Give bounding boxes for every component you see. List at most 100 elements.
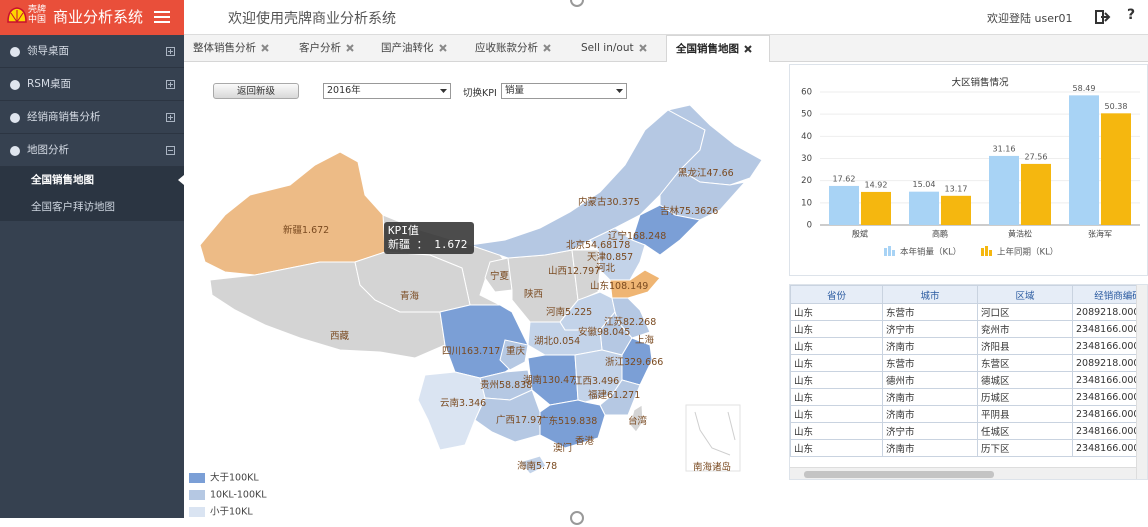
- table-cell: 山东: [791, 321, 883, 338]
- submenu-item[interactable]: 全国销售地图: [0, 167, 184, 194]
- table-cell: 济宁市: [883, 321, 978, 338]
- tab-close[interactable]: [261, 44, 269, 52]
- tab-close[interactable]: [346, 44, 354, 52]
- province-value: 47.66: [707, 168, 734, 179]
- province-value: 61.271: [607, 390, 640, 401]
- logout-icon[interactable]: [1095, 10, 1111, 24]
- province-name: 北京: [566, 239, 585, 251]
- province-value: 98.045: [597, 327, 630, 338]
- province-shape[interactable]: [418, 372, 485, 450]
- province-name: 山东: [590, 280, 609, 292]
- province-name: 江西: [573, 376, 592, 387]
- province-label: 台湾: [628, 415, 648, 427]
- menu-item[interactable]: RSM桌面: [0, 68, 184, 101]
- data-label: 27.56: [1025, 152, 1048, 161]
- province-name: 河南: [546, 306, 565, 318]
- table-cell: 山东: [791, 389, 883, 406]
- help-icon[interactable]: ?: [1127, 7, 1135, 23]
- expand-icon[interactable]: [166, 146, 175, 155]
- y-tick-label: 30: [801, 154, 812, 164]
- column-header: 省份: [791, 286, 883, 304]
- tab-close[interactable]: [543, 44, 551, 52]
- province-label: 吉林75.3626: [660, 205, 718, 217]
- table-cell: 山东: [791, 440, 883, 457]
- map-tooltip: KPI值 新疆 ： 1.672: [384, 222, 474, 254]
- tab[interactable]: 国产油转化: [372, 35, 466, 62]
- scroll-thumb[interactable]: [804, 471, 994, 478]
- kpi-select[interactable]: 销量: [501, 83, 627, 99]
- province-value: 130.47: [542, 375, 575, 386]
- close-cross: [745, 46, 751, 52]
- menu-label: 经销商销售分析: [27, 101, 101, 134]
- close-cross: [262, 45, 268, 51]
- menu-item[interactable]: 领导桌面: [0, 35, 184, 68]
- year-select-value: 2016年: [327, 85, 361, 96]
- tooltip-text: 新疆 ： 1.672: [388, 238, 470, 252]
- bar: [1101, 113, 1131, 225]
- table-cell: 平阴县: [978, 406, 1073, 423]
- menu-icon: [9, 112, 21, 124]
- province-label: 香港: [575, 435, 595, 447]
- province-shape[interactable]: [200, 152, 385, 275]
- province-name: 重庆: [506, 345, 526, 357]
- province-label: 宁夏: [490, 270, 510, 282]
- province-label: 天津0.857: [587, 252, 633, 263]
- province-value: 3.346: [459, 398, 486, 409]
- menu-icon-shape: [10, 146, 20, 156]
- tab-close[interactable]: [639, 44, 647, 52]
- tab[interactable]: 客户分析: [290, 35, 372, 62]
- province-value: 3.496: [592, 376, 619, 387]
- logo-text-top: 壳牌: [28, 5, 46, 15]
- data-label: 31.16: [993, 144, 1016, 153]
- expand-icon[interactable]: [166, 80, 175, 89]
- menu-item[interactable]: 地图分析: [0, 134, 184, 167]
- tab[interactable]: Sell in/out: [572, 35, 666, 62]
- table-panel: 省份城市区域经销商编码山东东营市河口区2089218.00000000山东济宁市…: [789, 284, 1148, 480]
- horizontal-scrollbar[interactable]: [790, 467, 1136, 480]
- tab[interactable]: 整体销售分析: [184, 35, 290, 62]
- vertical-scrollbar[interactable]: [1136, 285, 1148, 480]
- column-header: 城市: [883, 286, 978, 304]
- tab[interactable]: 应收账款分析: [466, 35, 572, 62]
- tab-label: 整体销售分析: [193, 42, 256, 54]
- back-button[interactable]: 返回新级: [213, 83, 299, 99]
- menu-icon: [9, 145, 21, 157]
- province-value: 58.838: [499, 380, 532, 391]
- year-select[interactable]: 2016年: [323, 83, 451, 99]
- y-tick-label: 10: [801, 198, 812, 208]
- close-cross: [440, 45, 446, 51]
- expand-icon[interactable]: [166, 113, 175, 122]
- province-value: 54.68178: [585, 240, 630, 251]
- menu-item[interactable]: 经销商销售分析: [0, 101, 184, 134]
- bar: [989, 156, 1019, 225]
- tab[interactable]: 全国销售地图: [666, 35, 770, 62]
- logo-bar: 壳牌 中国 商业分析系统: [0, 0, 184, 35]
- expand-icon[interactable]: [166, 47, 175, 56]
- tab-label: 客户分析: [299, 42, 341, 54]
- menu-toggle[interactable]: [154, 10, 172, 24]
- data-label: 50.38: [1105, 102, 1128, 111]
- province-label: 贵州58.838: [480, 379, 532, 391]
- province-label: 北京54.68178: [566, 239, 630, 251]
- tab-close[interactable]: [744, 45, 752, 53]
- tab-label: Sell in/out: [581, 42, 634, 54]
- province-label: 福建61.271: [588, 389, 640, 401]
- submenu-item[interactable]: 全国客户拜访地图: [0, 194, 184, 221]
- table-cell: 山东: [791, 355, 883, 372]
- table-cell: 东营市: [883, 355, 978, 372]
- tab-close[interactable]: [439, 44, 447, 52]
- province-label: 云南3.346: [440, 397, 486, 409]
- legend-swatch: [981, 248, 984, 256]
- province-label: 河南5.225: [546, 306, 592, 318]
